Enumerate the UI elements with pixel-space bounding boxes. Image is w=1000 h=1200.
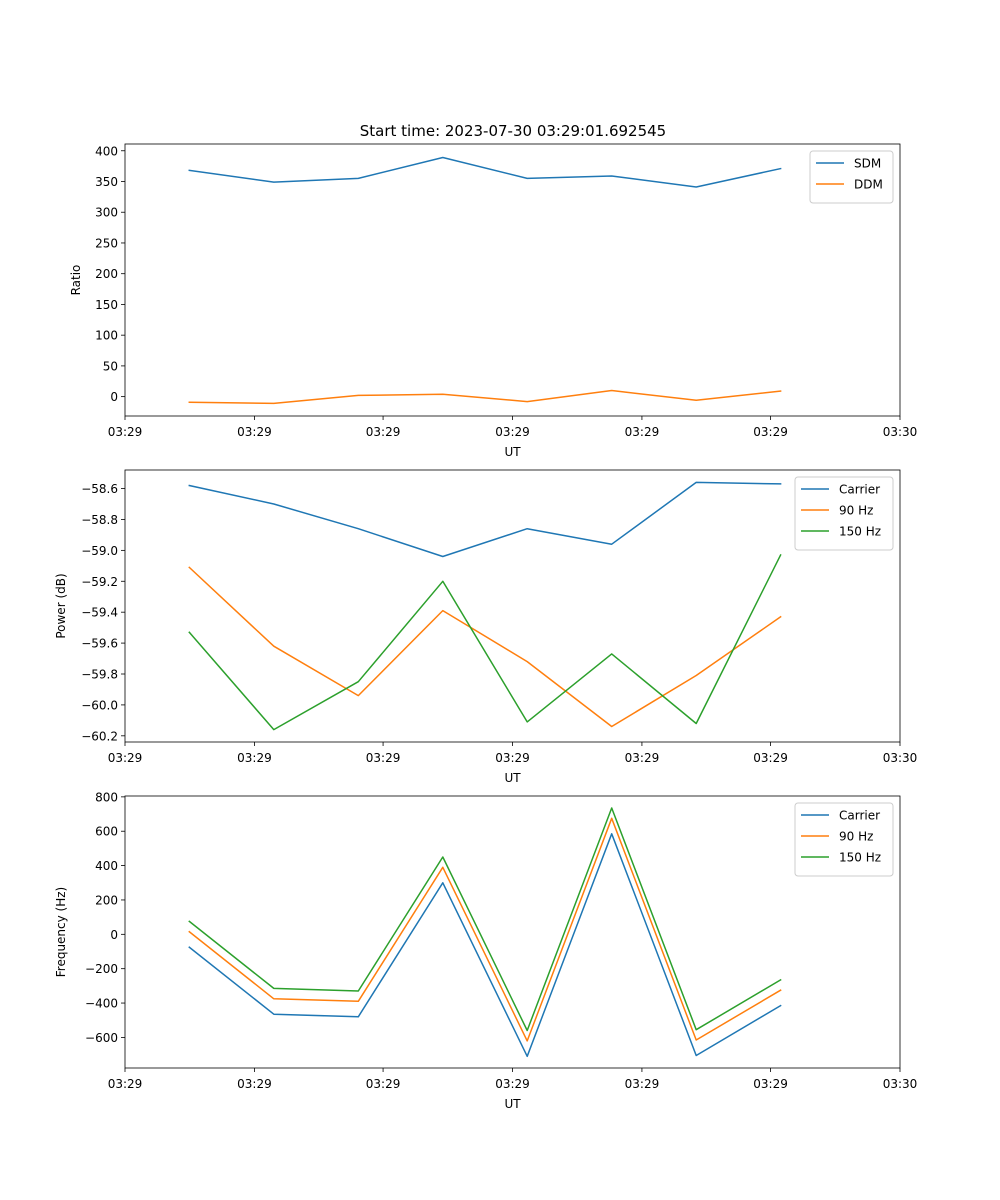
axes-frame [124,469,901,743]
plot-lines [188,481,782,731]
series-line-150-hz [188,807,782,1032]
y-tick-label: 400 [95,859,118,873]
y-axis-label: Power (dB) [54,573,68,638]
figure-title: Start time: 2023-07-30 03:29:01.692545 [360,122,666,140]
y-tick-label: 250 [95,236,118,250]
x-tick-label: 03:29 [108,1077,143,1091]
y-tick-label: 600 [95,825,118,839]
x-tick-label: 03:29 [366,1077,401,1091]
y-tick-label: −59.4 [81,606,118,620]
subplot-1: 03:29 03:29 03:29 03:29 03:29 03:29 03:30 400 35… [69,143,918,459]
series-line-150-hz [188,553,782,731]
series-line-sdm [188,156,782,188]
series-line-90-hz [188,817,782,1042]
y-tick-label: 150 [95,298,118,312]
x-tick-label: 03:29 [625,751,660,765]
legend-label: Carrier [839,809,880,823]
y-tick-label: 800 [95,790,118,804]
series-line-90-hz [188,566,782,728]
x-tick-label: 03:30 [883,751,918,765]
legend-label: 150 Hz [839,851,881,865]
y-tick-label: −59.6 [81,637,118,651]
legend-label: SDM [854,157,881,171]
subplot-3: 03:29 03:29 03:29 03:29 03:29 03:29 03:30 800 60… [54,790,917,1111]
legend-label: 90 Hz [839,504,873,518]
legend-label: DDM [854,178,883,192]
series-line-carrier [188,481,782,558]
series-line-ddm [188,389,782,405]
series-line-carrier [188,833,782,1058]
y-tick-label: −58.6 [81,482,118,496]
x-tick-label: 03:29 [108,425,143,439]
x-tick-label: 03:29 [237,1077,272,1091]
y-tick-label: −60.0 [81,698,118,712]
x-tick-label: 03:30 [883,1077,918,1091]
y-tick-label: −200 [85,962,118,976]
y-tick-label: 400 [95,144,118,158]
y-tick-label: −600 [85,1031,118,1045]
subplots: 03:29 03:29 03:29 03:29 03:29 03:29 03:30 400 35… [54,143,918,1111]
y-tick-label: 200 [95,893,118,907]
legend-label: Carrier [839,483,880,497]
y-tick-label: 0 [110,390,118,404]
x-tick-label: 03:29 [753,1077,788,1091]
x-tick-label: 03:29 [237,425,272,439]
y-axis-label: Frequency (Hz) [54,887,68,978]
x-tick-label: 03:29 [753,425,788,439]
y-tick-label: −59.2 [81,575,118,589]
plot-lines [188,807,782,1058]
x-tick-label: 03:29 [108,751,143,765]
subplot-2: 03:29 03:29 03:29 03:29 03:29 03:29 03:30 −58.6… [54,469,918,785]
axes-frame [124,143,901,417]
y-tick-label: 200 [95,267,118,281]
x-tick-label: 03:29 [495,751,530,765]
x-axis-label: UT [504,1097,521,1111]
x-tick-label: 03:29 [625,425,660,439]
x-axis-label: UT [504,771,521,785]
y-tick-label: −59.8 [81,668,118,682]
x-tick-label: 03:29 [495,425,530,439]
y-tick-label: 300 [95,206,118,220]
y-axis-label: Ratio [69,265,83,296]
y-tick-label: −400 [85,997,118,1011]
plot-lines [188,156,782,405]
legend: Carrier 90 Hz 150 Hz [794,476,894,551]
x-axis-label: UT [504,445,521,459]
legend-label: 150 Hz [839,525,881,539]
y-tick-label: 50 [103,359,118,373]
x-tick-label: 03:29 [366,751,401,765]
x-tick-label: 03:29 [625,1077,660,1091]
legend: Carrier 90 Hz 150 Hz [794,802,894,877]
y-tick-label: 0 [110,928,118,942]
x-tick-label: 03:29 [366,425,401,439]
legend-label: 90 Hz [839,830,873,844]
legend-box [809,150,894,204]
x-tick-label: 03:30 [883,425,918,439]
legend: SDM DDM [809,150,894,204]
y-tick-label: −59.0 [81,544,118,558]
x-tick-label: 03:29 [237,751,272,765]
y-tick-label: −60.2 [81,729,118,743]
x-tick-label: 03:29 [495,1077,530,1091]
y-tick-label: −58.8 [81,513,118,527]
x-tick-label: 03:29 [753,751,788,765]
y-tick-label: 100 [95,329,118,343]
y-tick-label: 350 [95,175,118,189]
